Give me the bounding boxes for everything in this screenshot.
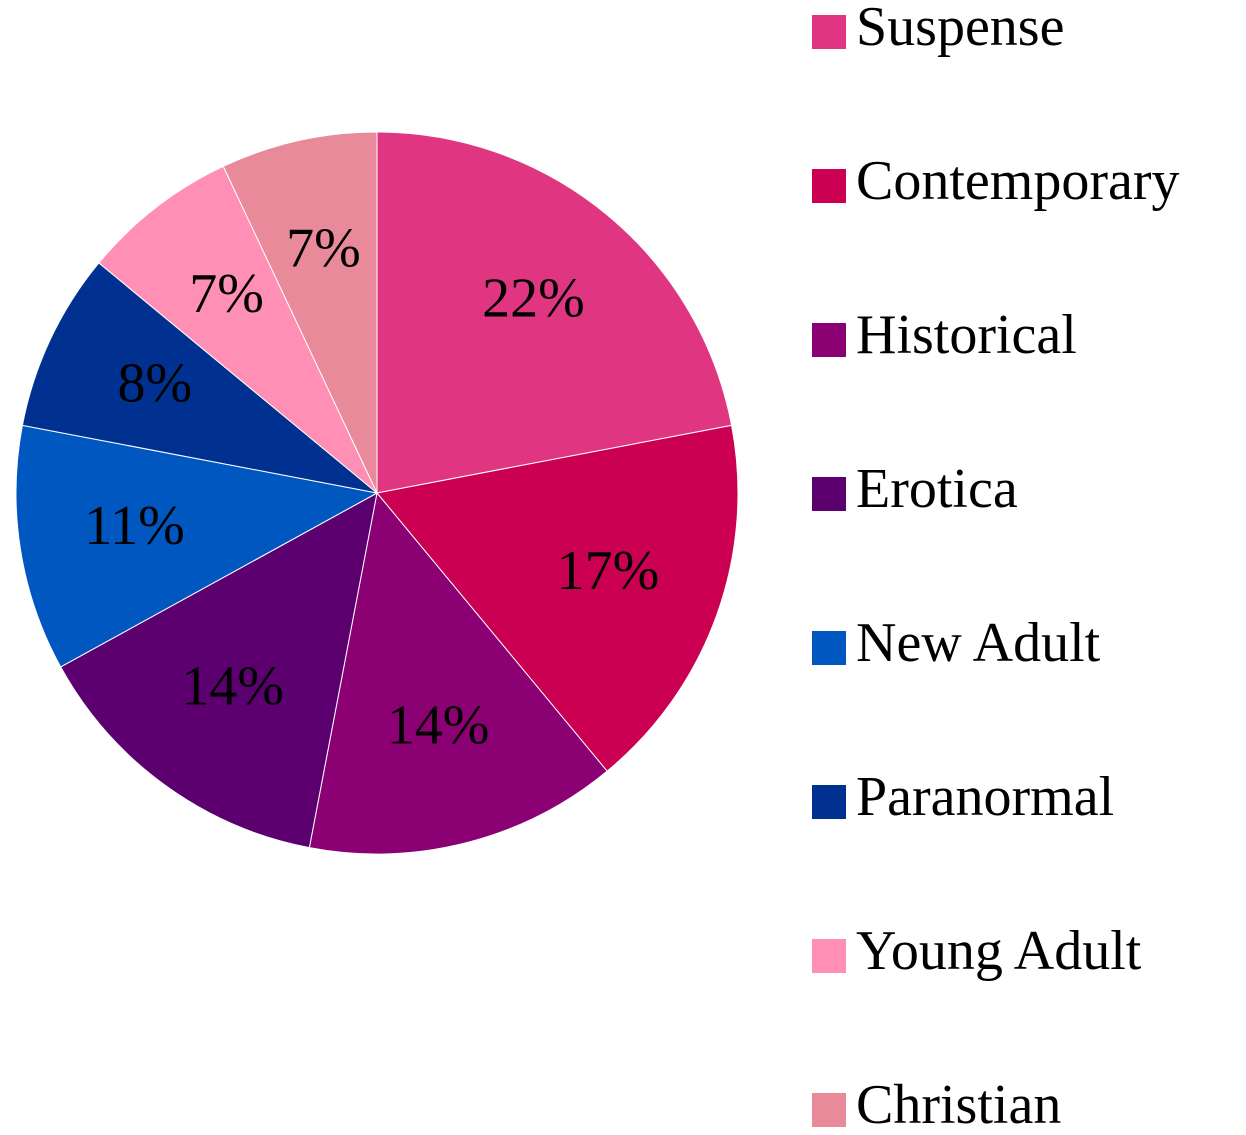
- legend-label: Christian: [856, 1074, 1061, 1135]
- slice-label: 22%: [482, 268, 585, 330]
- pie-slice: [376, 131, 733, 494]
- legend-label: Historical: [856, 304, 1077, 366]
- legend-label: Contemporary: [856, 150, 1179, 212]
- slice-label: 14%: [387, 695, 490, 757]
- pie-slice: [21, 262, 378, 494]
- slice-label: 11%: [84, 495, 185, 557]
- pie-slice: [59, 492, 378, 849]
- legend-swatch: [812, 323, 846, 357]
- legend-label: Young Adult: [856, 920, 1142, 982]
- legend-swatch: [812, 939, 846, 973]
- pie-slice: [222, 131, 378, 494]
- legend-swatch: [812, 1093, 846, 1127]
- legend-swatch: [812, 15, 846, 49]
- slice-label: 14%: [181, 655, 284, 717]
- legend-label: Erotica: [856, 458, 1018, 520]
- slice-label: 7%: [189, 263, 264, 325]
- slice-label: 17%: [557, 540, 660, 602]
- legend-swatch: [812, 631, 846, 665]
- legend-swatch: [812, 169, 846, 203]
- pie-slice: [98, 165, 378, 494]
- pie-slice: [376, 424, 739, 772]
- legend-label: Suspense: [856, 0, 1064, 58]
- pie-slice: [308, 491, 608, 855]
- legend-label: Paranormal: [856, 766, 1114, 828]
- slice-label: 7%: [286, 217, 361, 279]
- legend-swatch: [812, 785, 846, 819]
- legend-label: New Adult: [856, 612, 1101, 674]
- pie-slice: [15, 424, 379, 668]
- slice-label: 8%: [118, 352, 193, 414]
- legend-swatch: [812, 477, 846, 511]
